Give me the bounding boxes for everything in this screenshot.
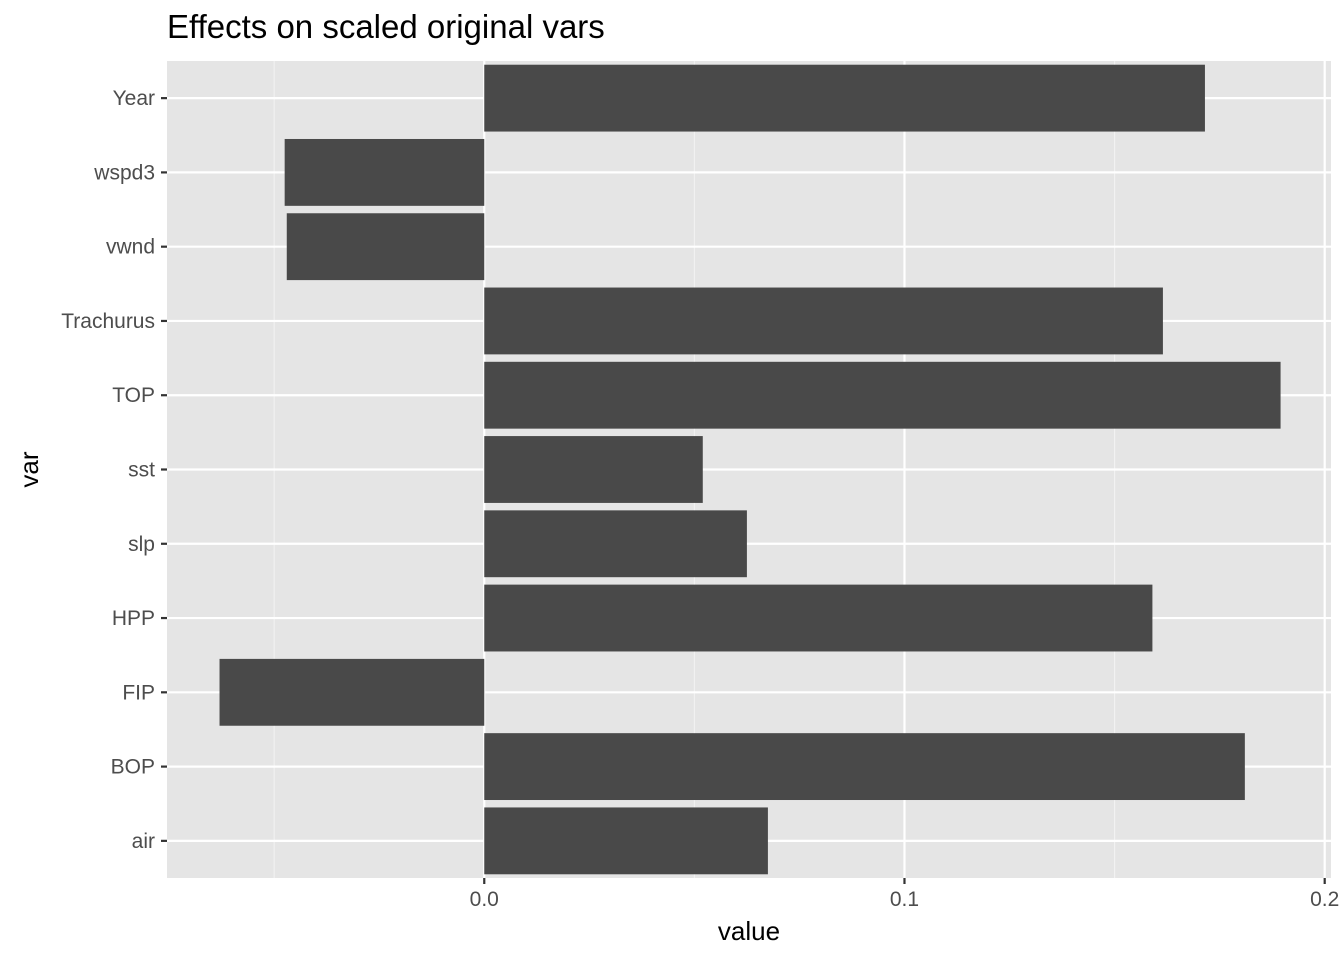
bar-air	[484, 807, 768, 875]
y-tick-label: Year	[113, 87, 155, 110]
y-tick-label: Trachurus	[61, 310, 155, 333]
bar-fip	[219, 658, 485, 726]
bar-vwnd	[286, 213, 485, 281]
x-tick-label: 0.0	[470, 888, 499, 911]
y-tick-label: wspd3	[93, 161, 155, 184]
bar-bop	[484, 733, 1245, 801]
y-tick-label: slp	[128, 533, 155, 556]
bar-sst	[484, 436, 703, 503]
bar-top	[484, 361, 1281, 429]
bar-year	[484, 64, 1205, 132]
y-tick-label: vwnd	[106, 236, 155, 259]
y-tick-label: FIP	[122, 681, 155, 704]
y-tick-label: sst	[128, 459, 155, 482]
bar-slp	[484, 510, 747, 578]
bar-trachurus	[484, 287, 1163, 355]
x-tick-label: 0.2	[1310, 888, 1339, 911]
y-tick-label: TOP	[112, 384, 155, 407]
y-tick-label: HPP	[112, 607, 155, 630]
x-tick-label: 0.1	[890, 888, 919, 911]
bar-wspd3	[284, 138, 485, 206]
y-tick-label: air	[132, 830, 155, 853]
x-axis-title: value	[718, 916, 780, 946]
y-axis-title: var	[14, 451, 44, 487]
chart-title: Effects on scaled original vars	[167, 8, 605, 45]
bar-hpp	[484, 584, 1153, 652]
y-tick-label: BOP	[111, 756, 155, 779]
